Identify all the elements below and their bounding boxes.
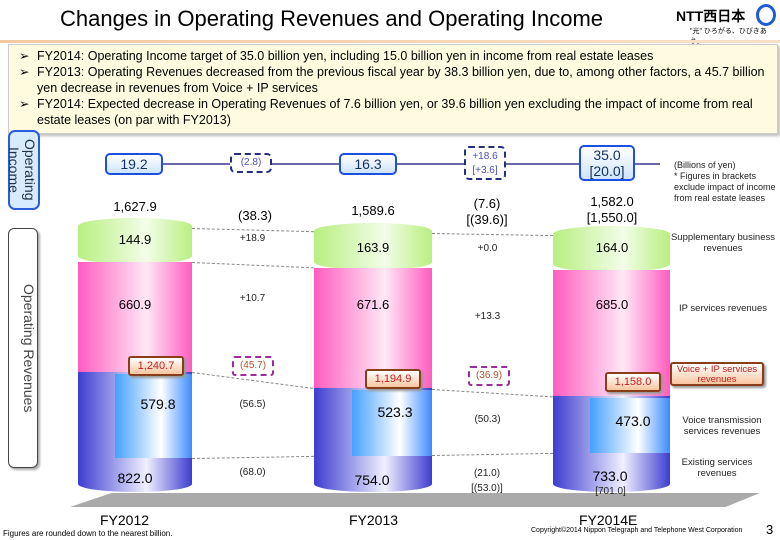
voice-fy2014: 473.0 (615, 413, 651, 429)
legend-voice: Voice transmission services revenues (682, 415, 762, 437)
ntt-logo: NTT西日本 "光" ひろがる、ひびきあう。 (676, 4, 776, 45)
bracket-note: * Figures in brackets exclude impact of … (674, 171, 776, 203)
ip-change-fy2013: +10.7 (239, 293, 266, 304)
bar-fy2013-supplementary (314, 223, 432, 270)
bar-fy2014-voice (590, 398, 670, 453)
logo-circle-icon (756, 4, 776, 26)
operating-revenues-label: Operating Revenues (8, 228, 38, 468)
voice-fy2012: 579.8 (140, 396, 176, 412)
summary-bullets: FY2014: Operating Income target of 35.0 … (8, 44, 778, 134)
supp-change-fy2013: +18.9 (239, 233, 266, 244)
income-value: 35.0 (593, 147, 621, 163)
total-change-fy2014: (7.6) [(39.6)] (466, 196, 508, 227)
connector-line (431, 452, 553, 456)
logo-slogan: "光" ひろがる、ひびきあう。 (690, 28, 767, 45)
divider (0, 40, 780, 43)
total-fy2013: 1,589.6 (351, 203, 395, 218)
bar-fy2012-voice (115, 374, 192, 458)
existing-bracket-fy2014: [701.0] (595, 486, 626, 497)
supp-fy2012: 144.9 (118, 232, 152, 247)
income-change-fy2014: +18.6 [+3.6] (464, 146, 506, 180)
connector-line (191, 262, 314, 269)
ip-change-fy2014: +13.3 (474, 311, 501, 322)
existing-fy2013: 754.0 (354, 472, 390, 488)
voice-change-fy2013: (56.5) (239, 399, 266, 410)
logo-text: NTT西日本 (676, 8, 746, 24)
existing-change-fy2014: (21.0) [(53.0)] (471, 468, 503, 494)
total-change-fy2013: (38.3) (238, 208, 272, 223)
voice-ip-fy2013: 1,194.9 (365, 369, 421, 389)
units-label: (Billions of yen) (674, 160, 736, 170)
ip-fy2014: 685.0 (595, 297, 629, 312)
x-label-fy2013: FY2013 (349, 512, 399, 528)
income-bracket: [20.0] (589, 163, 625, 179)
voice-ip-fy2012: 1,240.7 (128, 356, 184, 376)
total-bracket-fy2014: [1,550.0] (586, 210, 638, 225)
supp-fy2014: 164.0 (595, 240, 629, 255)
chart-floor (70, 493, 760, 507)
voice-fy2013: 523.3 (377, 404, 413, 420)
supp-fy2013: 163.9 (356, 240, 390, 255)
bullet: FY2014: Expected decrease in Operating R… (19, 96, 769, 128)
connector-line (191, 455, 314, 459)
operating-income-label: Operating Income (6, 130, 40, 210)
page-number: 3 (766, 522, 774, 537)
copyright: Copyright©2014 Nippon Telegraph and Tele… (531, 527, 743, 534)
bar-fy2014-supplementary (553, 226, 670, 272)
existing-fy2014: 733.0 (592, 468, 628, 484)
income-change-fy2013: (2.8) (230, 153, 272, 173)
legend-supplementary: Supplementary business revenues (670, 232, 776, 254)
income-fy2012: 19.2 (105, 153, 163, 175)
existing-fy2012: 822.0 (117, 470, 153, 486)
voice-ip-change-fy2014: (36.9) (468, 366, 510, 386)
x-label-fy2014: FY2014E (579, 512, 638, 528)
legend-existing: Existing services revenues (681, 457, 753, 479)
total-fy2014: 1,582.0 (590, 194, 634, 209)
ip-fy2013: 671.6 (356, 297, 390, 312)
voice-ip-change-fy2013: (45.7) (232, 356, 274, 376)
x-label-fy2012: FY2012 (100, 512, 150, 528)
page-title: Changes in Operating Revenues and Operat… (60, 6, 604, 31)
footnote: Figures are rounded down to the nearest … (3, 529, 173, 538)
supp-change-fy2014: +0.0 (477, 243, 498, 254)
total-fy2012: 1,627.9 (113, 199, 157, 214)
legend-ip: IP services revenues (678, 303, 767, 314)
bullet: FY2014: Operating Income target of 35.0 … (19, 48, 769, 64)
income-fy2013: 16.3 (339, 153, 397, 175)
connector-line (191, 228, 314, 233)
voice-change-fy2014: (50.3) (474, 414, 501, 425)
ip-fy2012: 660.9 (118, 297, 152, 312)
bar-fy2012-supplementary (78, 218, 192, 264)
legend-voice-ip: Voice + IP services revenues (670, 362, 764, 386)
income-fy2014: 35.0 [20.0] (579, 145, 635, 181)
bar-fy2013-voice (352, 390, 432, 456)
bullet: FY2013: Operating Revenues decreased fro… (19, 64, 769, 96)
income-connector (160, 163, 660, 165)
existing-change-fy2013: (68.0) (239, 467, 266, 478)
bar-fy2012-ip (78, 262, 192, 374)
connector-line (431, 389, 553, 398)
connector-line (431, 233, 553, 237)
voice-ip-fy2014: 1,158.0 (605, 372, 661, 392)
